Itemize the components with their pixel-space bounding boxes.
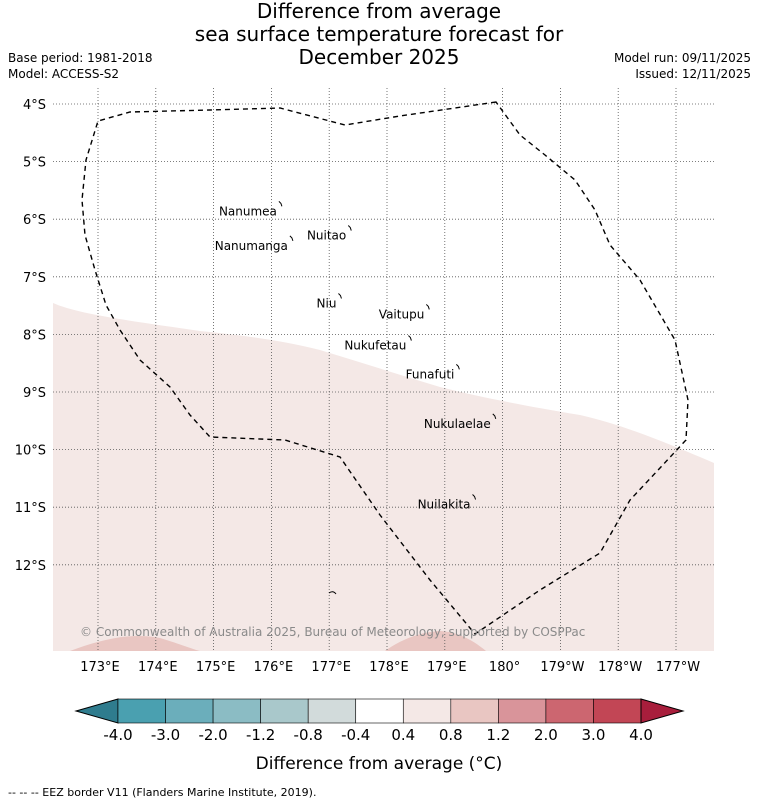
colorbar-tick-label: 2.0: [534, 726, 558, 744]
lon-tick-label: 176°E: [254, 660, 294, 675]
lat-tick-label: 10°S: [15, 444, 46, 459]
title-line-2: sea surface temperature forecast for: [194, 22, 564, 46]
island-label: Nuitao: [307, 229, 346, 243]
title-line-1: Difference from average: [256, 0, 502, 23]
island-label: Niu: [317, 297, 337, 311]
colorbar-segment: [355, 698, 404, 724]
colorbar-min-arrow: [74, 698, 119, 724]
colorbar-tick-label: 1.2: [486, 726, 510, 744]
colorbar-segment: [260, 698, 309, 724]
island-label: Nukulaelae: [424, 417, 491, 431]
lat-tick-label: 9°S: [23, 386, 46, 401]
colorbar-tick-label: 0.4: [391, 726, 415, 744]
colorbar-tick-label: -4.0: [103, 726, 132, 744]
island-label: Nanumanga: [215, 239, 288, 253]
lat-tick-label: 8°S: [23, 328, 46, 343]
colorbar: -4.0 -3.0 -2.0 -1.2 -0.8 -0.4 0.4 0.8 1.2 2.0 3.0 4…: [74, 698, 685, 744]
eez-legend-footer: -- -- -- EEZ border V11 (Flanders Marine…: [8, 786, 317, 799]
island-shape: [347, 225, 352, 231]
colorbar-tick-label: 3.0: [582, 726, 606, 744]
colorbar-tick-label: 0.8: [439, 726, 463, 744]
island-shape: [492, 413, 497, 420]
lat-tick-label: 6°S: [23, 213, 46, 228]
island-shape: [425, 304, 430, 310]
map-title: Difference from average sea surface temp…: [0, 0, 758, 69]
colorbar-tick-label: 4.0: [629, 726, 653, 744]
lat-tick-label: 5°S: [23, 156, 46, 171]
islands-layer: Nanumea Nuitao Nanumanga Niu Vaitupu Nukufeta…: [215, 200, 497, 512]
colorbar-tick-label: -3.0: [151, 726, 180, 744]
colorbar-segment: [165, 698, 214, 724]
map-area: Nanumea Nuitao Nanumanga Niu Vaitupu Nukufeta…: [53, 88, 714, 651]
meta-right: Model run: 09/11/2025 Issued: 12/11/2025: [614, 50, 751, 82]
colorbar-segment: [593, 698, 642, 724]
island-shape: [408, 335, 412, 341]
island-shape: [456, 363, 460, 370]
longitude-labels: 173°E 174°E 175°E 176°E 177°E 178°E 179°E 180° 1…: [80, 660, 700, 675]
meta-left: Base period: 1981-2018 Model: ACCESS-S2: [8, 50, 153, 82]
colorbar-segment: [402, 698, 452, 724]
colorbar-label: Difference from average (°C): [256, 754, 503, 774]
lon-tick-label: 179°E: [427, 660, 467, 675]
lon-tick-label: 180°: [489, 660, 520, 675]
colorbar-tick-label: -1.2: [246, 726, 275, 744]
lon-tick-label: 178°E: [369, 660, 409, 675]
island-label: Nuilakita: [418, 498, 471, 512]
colorbar-segment: [545, 698, 594, 724]
latitude-labels: 4°S 5°S 6°S 7°S 8°S 9°S 10°S 11°S 12°S: [15, 98, 46, 574]
island-shape: [289, 235, 294, 242]
copyright-text: © Commonwealth of Australia 2025, Bureau…: [80, 625, 585, 639]
model-text: Model: ACCESS-S2: [8, 67, 120, 81]
title-line-3: December 2025: [298, 45, 460, 69]
island-label: Nanumea: [219, 204, 277, 218]
sst-warm-patch: [385, 631, 486, 651]
lat-tick-label: 12°S: [15, 559, 46, 574]
colorbar-segment: [450, 698, 499, 724]
eez-border: [81, 101, 689, 635]
lon-tick-label: 177°W: [656, 660, 700, 675]
lon-tick-label: 175°E: [196, 660, 236, 675]
lat-tick-label: 11°S: [15, 501, 46, 516]
colorbar-segment: [498, 698, 547, 724]
island-shape: [338, 293, 342, 299]
island-label: Vaitupu: [379, 307, 425, 321]
base-period-text: Base period: 1981-2018: [8, 51, 153, 65]
colorbar-tick-label: -0.4: [341, 726, 370, 744]
model-run-text: Model run: 09/11/2025: [613, 51, 751, 65]
sst-anomaly-fill: [53, 303, 714, 651]
island-label: Nukufetau: [344, 339, 406, 353]
island-shape: [278, 200, 283, 207]
colorbar-segment: [212, 698, 261, 724]
lon-tick-label: 179°W: [540, 660, 584, 675]
lon-tick-label: 178°W: [598, 660, 642, 675]
island-shape: [472, 494, 477, 500]
lon-tick-label: 174°E: [138, 660, 178, 675]
colorbar-segment: [307, 698, 357, 724]
lat-tick-label: 7°S: [23, 271, 46, 286]
reef-marker: [328, 591, 337, 595]
lat-tick-label: 4°S: [23, 98, 46, 113]
colorbar-tick-label: -0.8: [294, 726, 323, 744]
issued-text: Issued: 12/11/2025: [635, 67, 751, 81]
sst-warm-patch: [70, 635, 200, 651]
lon-tick-label: 177°E: [311, 660, 351, 675]
colorbar-tick-label: -2.0: [198, 726, 227, 744]
colorbar-max-arrow: [640, 698, 685, 724]
island-label: Funafuti: [406, 367, 455, 381]
colorbar-segment: [117, 698, 166, 724]
graticule: [53, 88, 714, 651]
lon-tick-label: 173°E: [80, 660, 120, 675]
